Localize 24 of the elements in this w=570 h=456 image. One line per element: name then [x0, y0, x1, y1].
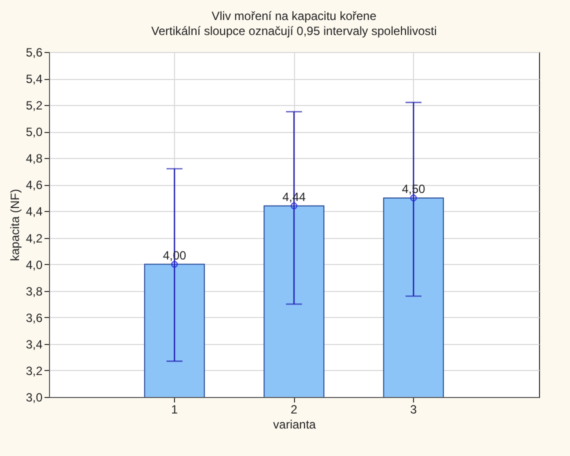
point	[171, 260, 178, 268]
y-axis-title: kapacita (NF)	[8, 188, 22, 262]
y-tick-label: 5,6	[26, 46, 43, 60]
y-tick-label: 5,2	[26, 98, 43, 113]
y-tick-label: 3,0	[26, 390, 43, 404]
y-tick-label: 3,2	[26, 364, 43, 378]
y-tick-label: 4,4	[26, 204, 43, 219]
y-tick-label: 5,4	[26, 72, 43, 86]
x-tick-label: 2	[290, 402, 298, 416]
x-axis-title: varianta	[273, 418, 316, 432]
y-tick-label: 3,4	[26, 337, 43, 352]
y-tick-label: 4,2	[26, 231, 43, 246]
chart-subtitle: Vertikální sloupce označují 0,95 intervaly spolehlivosti	[151, 24, 437, 38]
x-tick-label: 1	[171, 402, 178, 416]
y-tick-label: 3,6	[26, 310, 43, 325]
point	[290, 202, 298, 210]
y-tick-label: 4,0	[26, 258, 43, 272]
y-tick-label: 4,6	[26, 178, 43, 192]
y-tick-label: 4,8	[26, 152, 43, 166]
y-tick-label: 5,0	[26, 125, 43, 140]
point	[410, 194, 417, 202]
y-tick-label: 3,8	[26, 284, 43, 298]
chart-title: Vliv moření na kapacitu kořene	[212, 9, 377, 23]
x-tick-label: 3	[410, 402, 418, 416]
